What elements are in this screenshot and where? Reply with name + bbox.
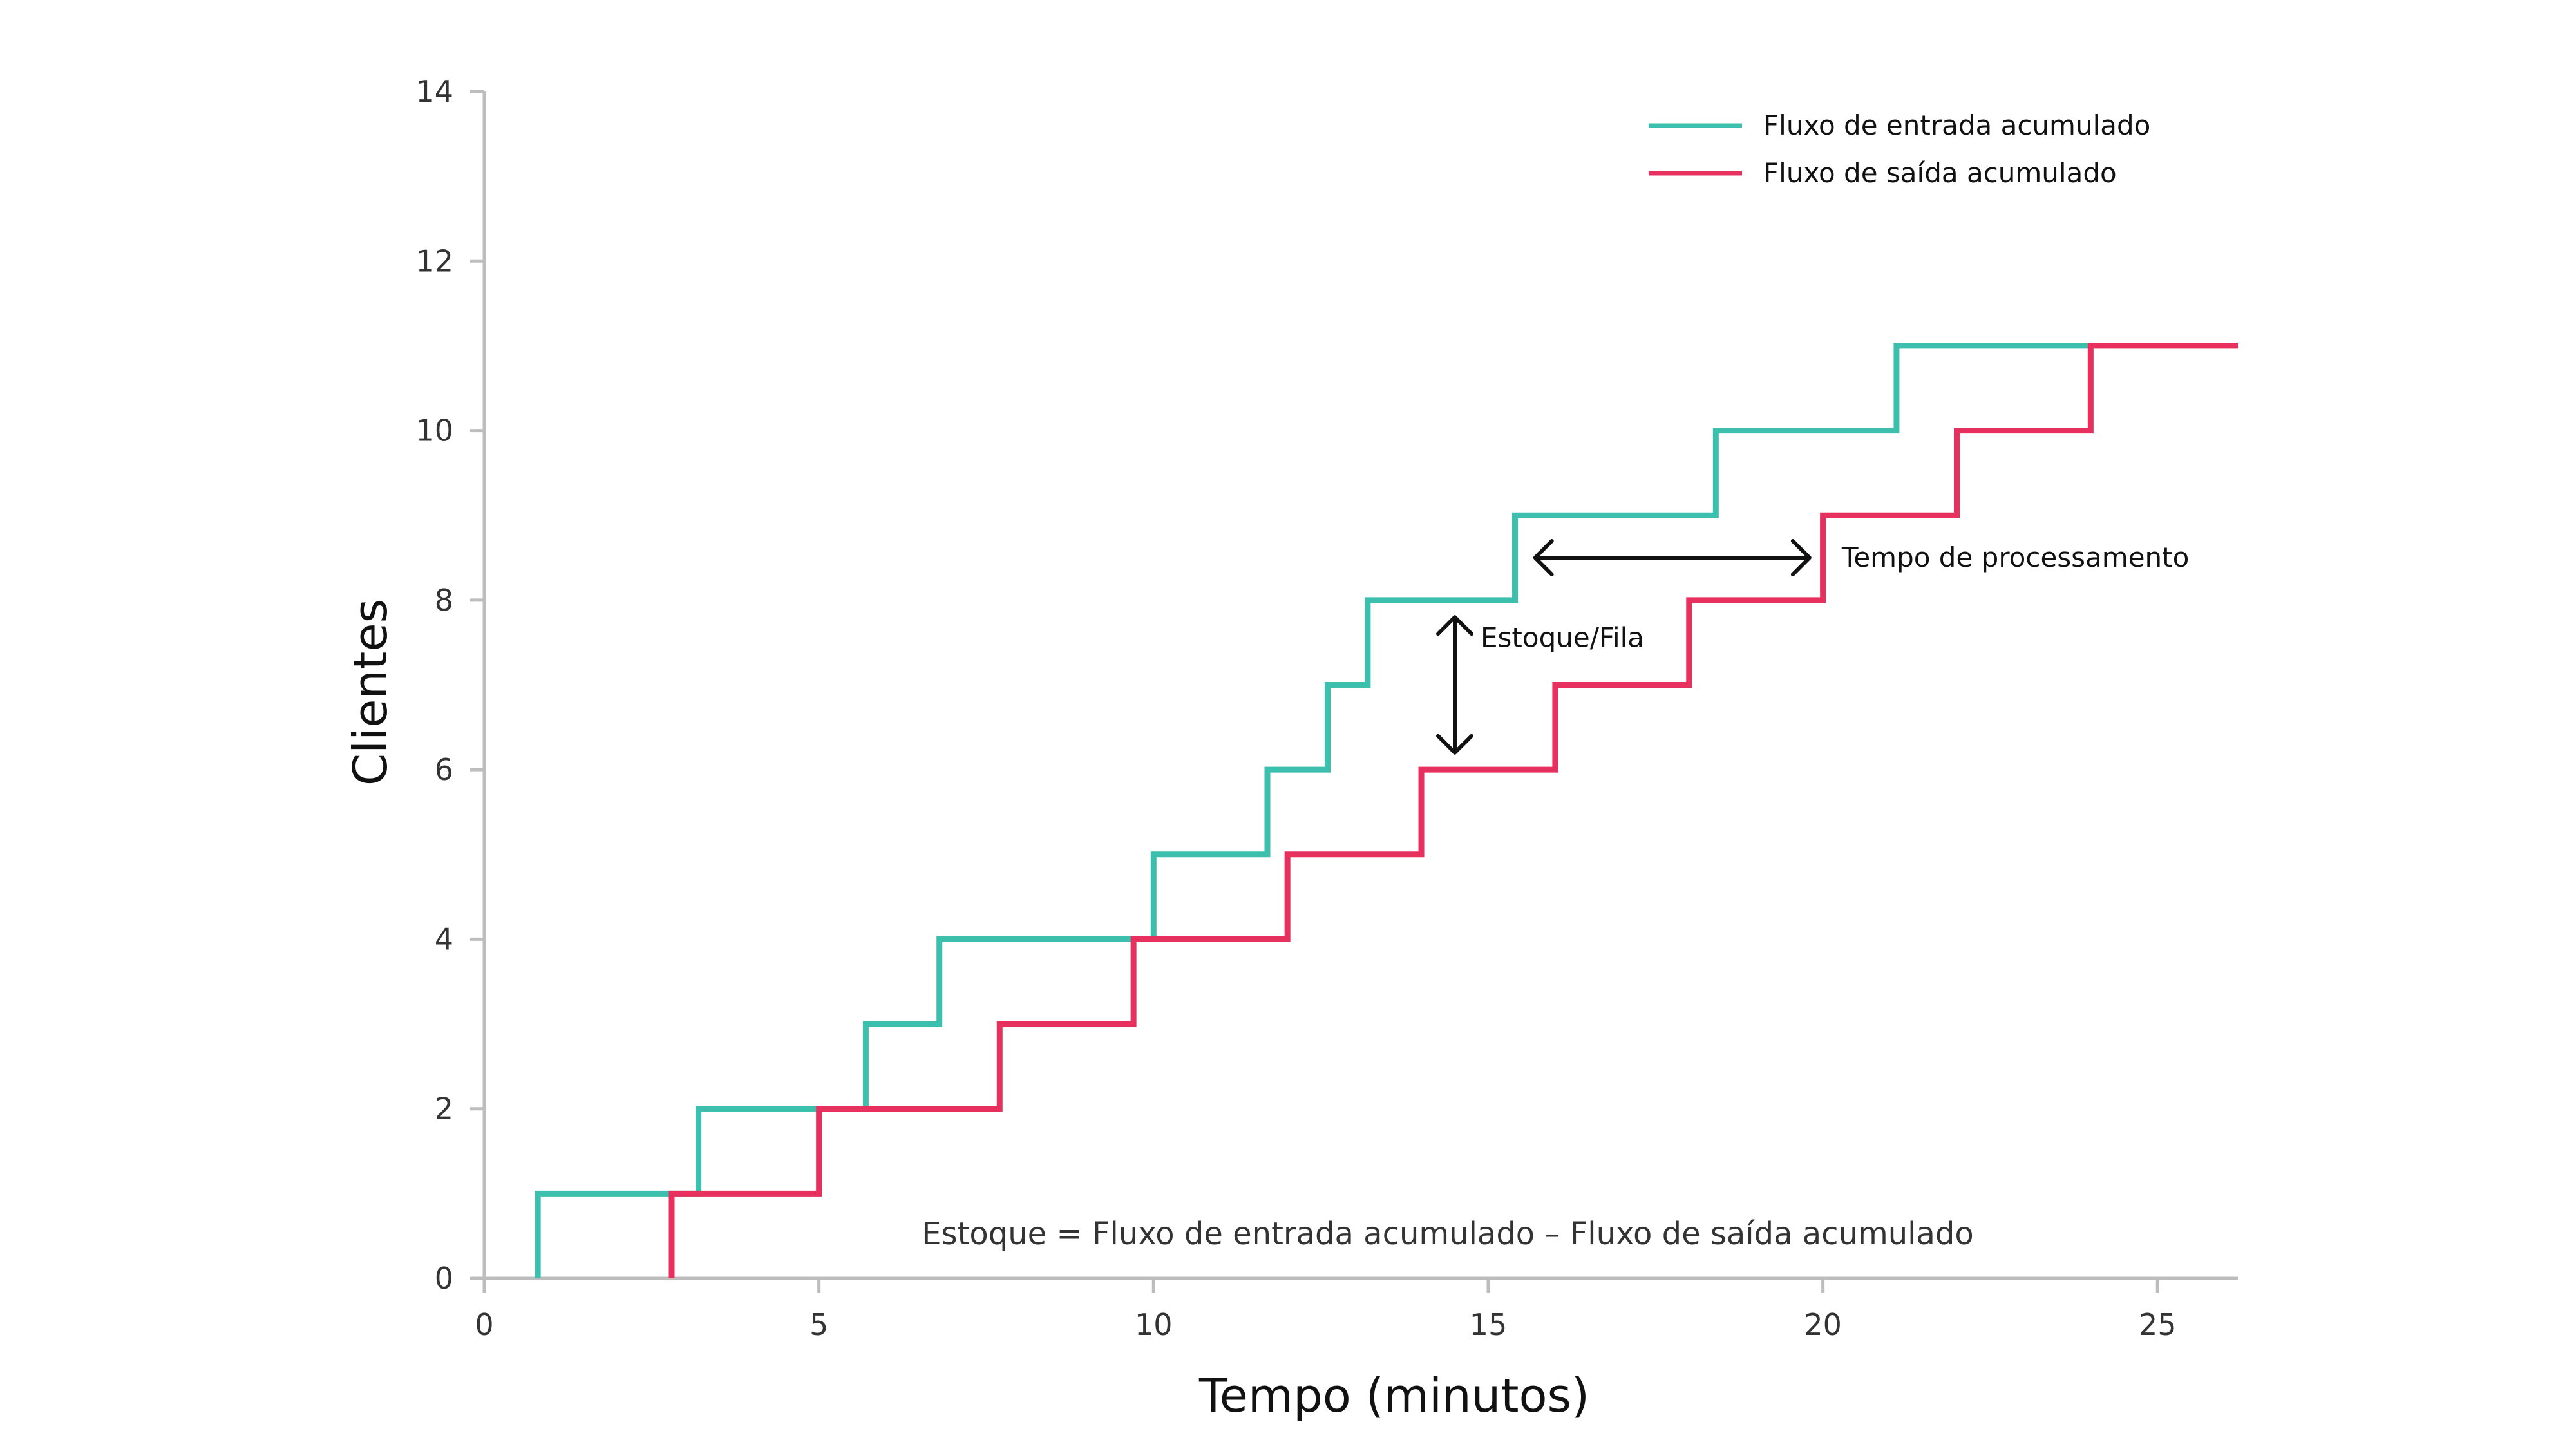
y-tick-label: 12 xyxy=(415,243,453,278)
arrow-head xyxy=(1533,539,1554,577)
series-line-1 xyxy=(668,343,2238,1278)
y-ticks: 0 2 4 6 8 10 12 14 xyxy=(415,74,484,1296)
inventory-arrow xyxy=(1436,615,1473,755)
inventory-label: Estoque/Fila xyxy=(1481,621,1644,653)
series-layer xyxy=(535,343,2238,1278)
y-tick-label: 2 xyxy=(435,1092,453,1126)
y-tick-label: 8 xyxy=(435,583,453,618)
processing-time-label: Tempo de processamento xyxy=(1841,542,2190,573)
y-tick-label: 4 xyxy=(435,922,453,956)
x-ticks: 0 5 10 15 20 25 xyxy=(475,1278,2177,1342)
y-tick-label: 6 xyxy=(435,752,453,787)
y-tick-label: 14 xyxy=(415,74,453,109)
y-tick-label: 10 xyxy=(415,413,453,448)
x-tick-label: 25 xyxy=(2139,1307,2177,1342)
arrow-head xyxy=(1790,539,1812,577)
x-tick-label: 20 xyxy=(1804,1307,1842,1342)
x-tick-label: 5 xyxy=(810,1307,828,1342)
legend-label: Fluxo de saída acumulado xyxy=(1763,157,2117,189)
x-axis-title: Tempo (minutos) xyxy=(1198,1368,1589,1423)
legend-label: Fluxo de entrada acumulado xyxy=(1763,109,2150,141)
processing-time-arrow xyxy=(1533,539,1812,577)
legend: Fluxo de entrada acumulado Fluxo de saída… xyxy=(1649,109,2150,189)
x-tick-label: 15 xyxy=(1470,1307,1508,1342)
axes: 0 2 4 6 8 10 12 14 0 5 10 15 20 25 xyxy=(415,74,2238,1342)
arrow-head xyxy=(1436,615,1473,636)
annotations: Tempo de processamento Estoque/Fila Esto… xyxy=(922,539,2190,1252)
formula-label: Estoque = Fluxo de entrada acumulado – F… xyxy=(922,1216,1974,1252)
arrow-head xyxy=(1436,734,1473,755)
y-tick-label: 0 xyxy=(435,1261,453,1296)
y-axis-title: Clientes xyxy=(343,599,397,786)
x-tick-label: 10 xyxy=(1135,1307,1173,1342)
x-tick-label: 0 xyxy=(475,1307,493,1342)
series-line-0 xyxy=(535,343,2091,1278)
